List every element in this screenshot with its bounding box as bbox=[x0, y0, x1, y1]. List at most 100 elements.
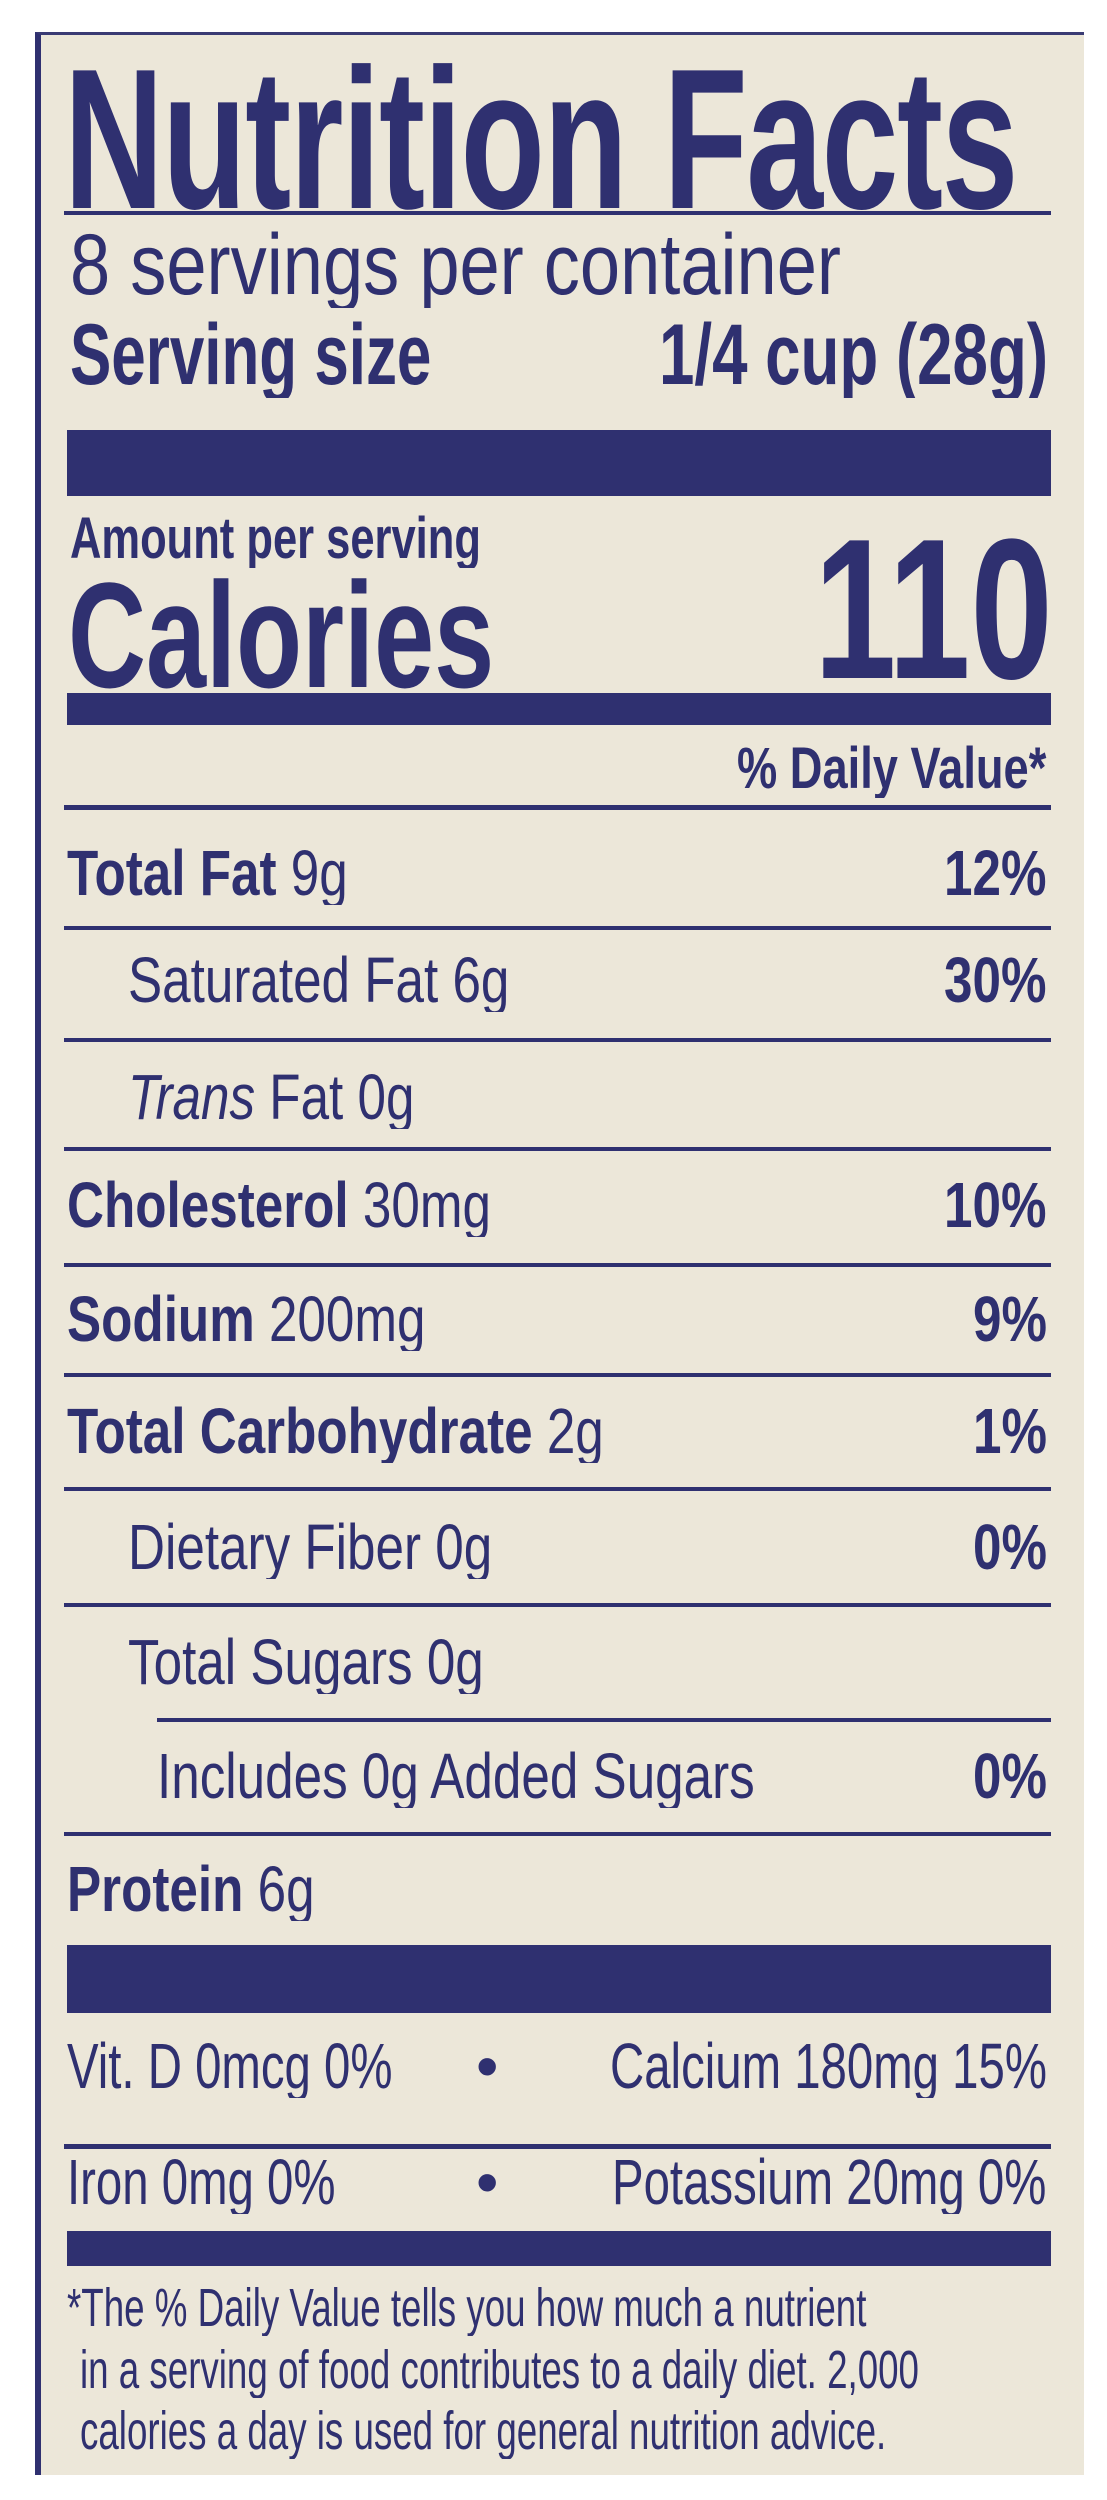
footnote-line-wrap: *The % Daily Value tells you how much a … bbox=[67, 2280, 869, 2336]
nutrient-daily-value: 30% bbox=[944, 948, 1047, 1012]
vitamin-right: Potassium 20mg 0% bbox=[612, 2150, 1047, 2214]
footnote-line-wrap: calories a day is used for general nutri… bbox=[80, 2403, 889, 2459]
calories-divider bbox=[67, 693, 1051, 725]
nutrient-name-amount: Includes 0g Added Sugars bbox=[157, 1744, 755, 1808]
nutrient-amount: 6g bbox=[257, 1857, 315, 1921]
nutrient-name: Saturated Fat bbox=[128, 948, 439, 1012]
vitamin-divider bbox=[64, 2144, 1051, 2149]
thick-divider-bottom bbox=[67, 2231, 1051, 2266]
nutrient-row: Saturated Fat 6g bbox=[128, 948, 512, 1012]
nutrient-name-amount: Total Sugars 0g bbox=[128, 1630, 484, 1694]
vitamin-right-wrap: Potassium 20mg 0% bbox=[612, 2150, 1049, 2214]
row-divider bbox=[64, 1832, 1051, 1836]
amount-per-serving-wrap: Amount per serving bbox=[70, 510, 483, 568]
row-divider bbox=[64, 1147, 1051, 1151]
nutrient-amount: 9g bbox=[290, 841, 348, 905]
nutrient-dv-wrap: 30% bbox=[944, 948, 1049, 1012]
bullet-icon: • bbox=[476, 2146, 499, 2218]
nutrient-name: Protein bbox=[67, 1857, 244, 1921]
nutrient-name: Total Carbohydrate bbox=[67, 1399, 533, 1463]
daily-value-header: % Daily Value* bbox=[737, 740, 1047, 798]
nutrient-name: Trans bbox=[128, 1065, 256, 1129]
vitamin-left-wrap: Iron 0mg 0% bbox=[67, 2150, 338, 2214]
daily-value-divider bbox=[64, 805, 1051, 810]
nutrient-amount: 0g bbox=[426, 1630, 484, 1694]
nutrient-dv-wrap: 1% bbox=[973, 1399, 1049, 1463]
label-title: Nutrition Facts bbox=[64, 40, 1018, 240]
nutrient-dv-wrap: 10% bbox=[944, 1173, 1049, 1237]
calories-label-wrap: Calories bbox=[68, 570, 497, 700]
nutrient-name-amount: Protein 6g bbox=[67, 1857, 315, 1921]
row-divider bbox=[157, 1718, 1051, 1722]
thick-divider-vitamins bbox=[67, 1945, 1051, 2013]
nutrient-daily-value: 0% bbox=[973, 1744, 1047, 1808]
calories-value-wrap: 110 bbox=[814, 525, 1055, 695]
nutrient-name-amount: Saturated Fat 6g bbox=[128, 948, 509, 1012]
nutrient-row: Includes 0g Added Sugars bbox=[157, 1744, 757, 1808]
nutrient-name-amount: Sodium 200mg bbox=[67, 1287, 426, 1351]
nutrient-dv-wrap: 0% bbox=[973, 1515, 1049, 1579]
footnote-line-wrap: in a serving of food contributes to a da… bbox=[80, 2342, 921, 2398]
nutrient-name: Total Fat bbox=[67, 841, 277, 905]
footnote-line: calories a day is used for general nutri… bbox=[80, 2403, 887, 2459]
nutrient-row: Sodium 200mg bbox=[67, 1287, 428, 1351]
nutrition-label bbox=[35, 32, 1084, 2475]
vitamin-right-wrap: Calcium 180mg 15% bbox=[610, 2034, 1049, 2098]
nutrient-name: Dietary Fiber bbox=[128, 1515, 422, 1579]
footnote-line: in a serving of food contributes to a da… bbox=[80, 2342, 919, 2398]
calories-value: 110 bbox=[814, 525, 1053, 695]
serving-size-label-wrap: Serving size bbox=[70, 312, 434, 398]
nutrient-name: Cholesterol bbox=[67, 1173, 349, 1237]
serving-size-label: Serving size bbox=[70, 312, 432, 398]
nutrient-amount: 0g bbox=[435, 1515, 493, 1579]
nutrient-daily-value: 1% bbox=[973, 1399, 1047, 1463]
vitamin-left: Vit. D 0mcg 0% bbox=[67, 2034, 393, 2098]
nutrient-daily-value: 12% bbox=[944, 841, 1047, 905]
nutrient-dv-wrap: 9% bbox=[973, 1287, 1049, 1351]
serving-size-value: 1/4 cup (28g) bbox=[659, 312, 1049, 398]
row-divider bbox=[64, 926, 1051, 930]
title-divider bbox=[64, 211, 1051, 215]
nutrient-row: Total Carbohydrate 2g bbox=[67, 1399, 606, 1463]
calories-label: Calories bbox=[68, 570, 495, 700]
vitamin-right: Calcium 180mg 15% bbox=[610, 2034, 1047, 2098]
nutrient-name-suffix: Fat bbox=[269, 1065, 344, 1129]
label-title-wrap: Nutrition Facts bbox=[64, 40, 1019, 240]
nutrient-amount: 30mg bbox=[362, 1173, 491, 1237]
nutrient-name-amount: Total Fat 9g bbox=[67, 841, 348, 905]
nutrient-name-amount: Dietary Fiber 0g bbox=[128, 1515, 492, 1579]
vitamin-left-wrap: Vit. D 0mcg 0% bbox=[67, 2034, 395, 2098]
nutrient-dv-wrap: 0% bbox=[973, 1744, 1049, 1808]
nutrient-name: Includes 0g Added Sugars bbox=[157, 1744, 755, 1808]
nutrient-name: Sodium bbox=[67, 1287, 255, 1351]
servings-per-container: 8 servings per container bbox=[70, 222, 841, 308]
row-divider bbox=[64, 1373, 1051, 1377]
nutrient-row: Cholesterol 30mg bbox=[67, 1173, 493, 1237]
serving-size-value-wrap: 1/4 cup (28g) bbox=[659, 312, 1051, 398]
amount-per-serving: Amount per serving bbox=[70, 510, 481, 568]
nutrient-name-amount: Trans Fat 0g bbox=[128, 1065, 414, 1129]
nutrient-amount: 2g bbox=[546, 1399, 604, 1463]
nutrient-row: Dietary Fiber 0g bbox=[128, 1515, 495, 1579]
nutrient-daily-value: 0% bbox=[973, 1515, 1047, 1579]
bullet-icon: • bbox=[476, 2030, 499, 2102]
nutrient-row: Total Fat 9g bbox=[67, 841, 350, 905]
thick-divider-top bbox=[67, 430, 1051, 496]
nutrient-amount: 200mg bbox=[268, 1287, 426, 1351]
footnote-line: *The % Daily Value tells you how much a … bbox=[67, 2280, 867, 2336]
nutrient-row: Total Sugars 0g bbox=[128, 1630, 486, 1694]
daily-value-header-wrap: % Daily Value* bbox=[737, 740, 1049, 798]
nutrient-name-amount: Total Carbohydrate 2g bbox=[67, 1399, 604, 1463]
row-divider bbox=[64, 1038, 1051, 1042]
nutrient-amount: 6g bbox=[452, 948, 510, 1012]
row-divider bbox=[64, 1603, 1051, 1607]
nutrient-row: Trans Fat 0g bbox=[128, 1065, 417, 1129]
vitamin-left: Iron 0mg 0% bbox=[67, 2150, 336, 2214]
nutrient-row: Protein 6g bbox=[67, 1857, 317, 1921]
nutrient-name: Total Sugars bbox=[128, 1630, 413, 1694]
nutrient-daily-value: 9% bbox=[973, 1287, 1047, 1351]
nutrient-name-amount: Cholesterol 30mg bbox=[67, 1173, 491, 1237]
row-divider bbox=[64, 1263, 1051, 1267]
nutrient-dv-wrap: 12% bbox=[944, 841, 1049, 905]
nutrient-daily-value: 10% bbox=[944, 1173, 1047, 1237]
